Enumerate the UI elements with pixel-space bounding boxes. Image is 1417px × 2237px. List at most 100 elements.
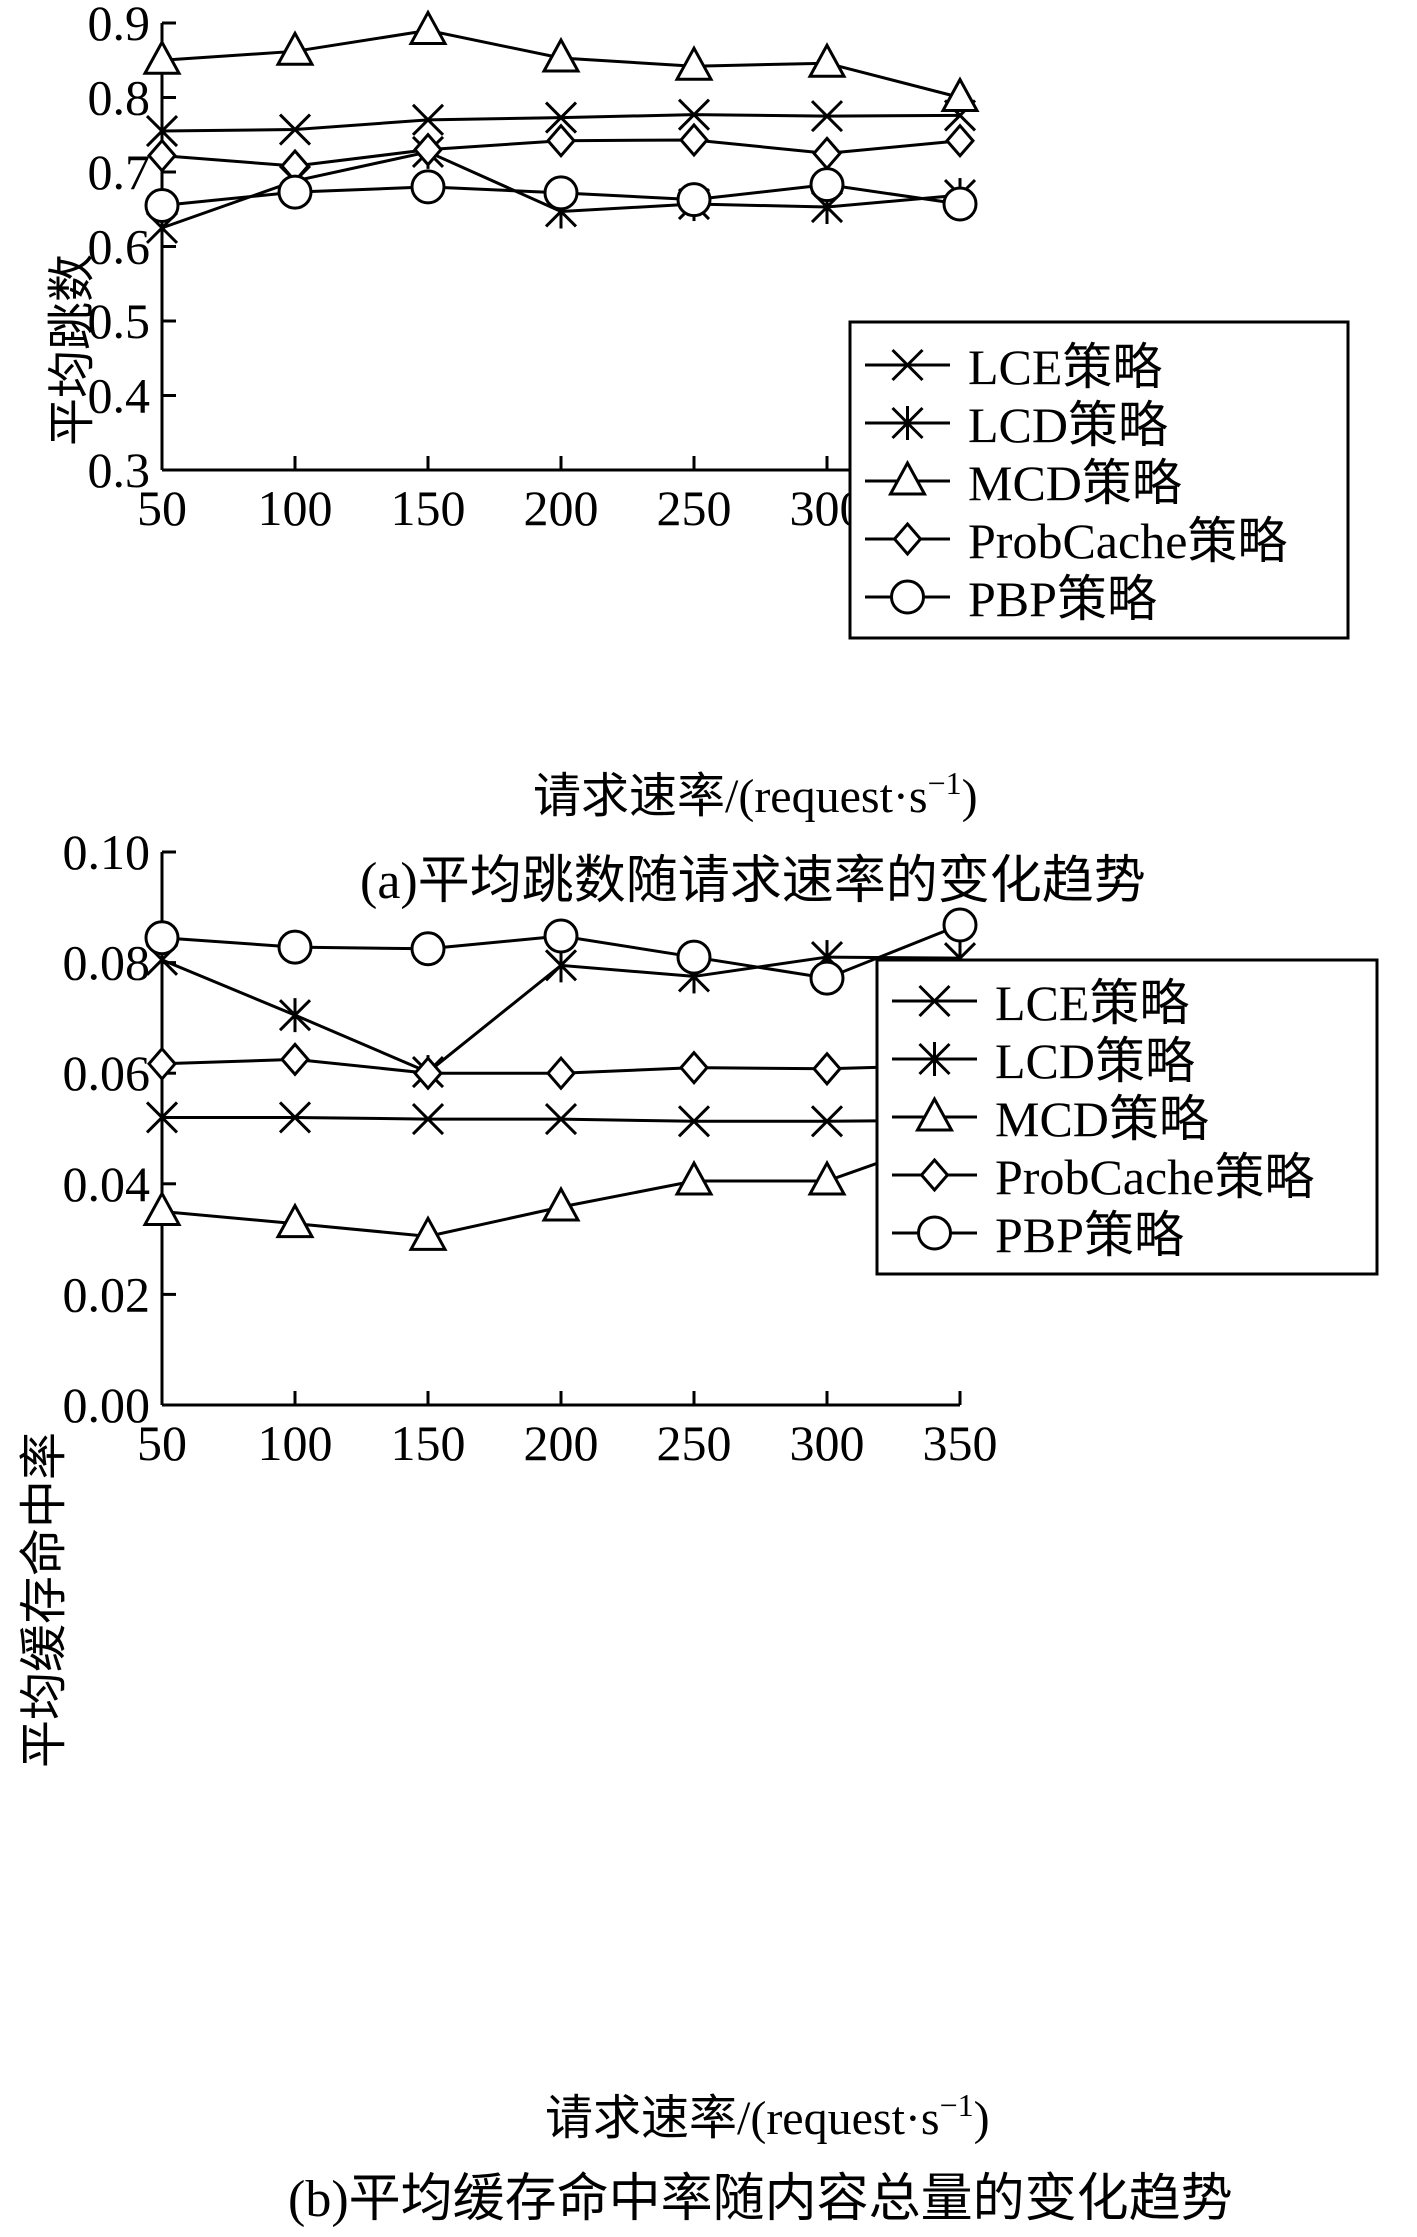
chart-a-y-tick-label: 0.6 xyxy=(88,219,151,275)
chart-a-legend-label-lce: LCE策略 xyxy=(968,339,1162,395)
chart-b-data-point xyxy=(278,1101,312,1134)
chart-b-data-point xyxy=(812,1051,842,1087)
chart-b-x-tick-label: 200 xyxy=(524,1415,599,1471)
chart-a-data-point xyxy=(410,169,446,205)
chart-b-legend-sample xyxy=(892,1157,977,1193)
chart-b-legend-sample xyxy=(892,1095,977,1132)
chart-a-legend-label-lcd: LCD策略 xyxy=(968,397,1168,453)
chart-a-x-tick-label: 200 xyxy=(524,480,599,536)
chart-b-legend-marker xyxy=(917,1215,952,1251)
chart-a-xlabel-end: ) xyxy=(962,770,978,823)
chart-b-legend-label-lce: LCE策略 xyxy=(995,975,1189,1031)
chart-b-xaxis-label: 请求速率/(request·s−1) xyxy=(545,2087,990,2145)
chart-a-legend-sample xyxy=(865,406,950,440)
chart-a-data-point xyxy=(940,76,980,112)
chart-a-data-point xyxy=(679,122,709,158)
chart-b-y-tick-label: 0.00 xyxy=(63,1377,151,1433)
chart-b-series-diamond xyxy=(147,1042,975,1091)
chart-b-data-point xyxy=(544,1103,578,1136)
chart-a-x-tick-label: 100 xyxy=(258,480,333,536)
chart-a-legend-marker xyxy=(892,521,923,557)
chart-b-data-point xyxy=(810,1105,844,1138)
chart-a-y-tick-label: 0.7 xyxy=(88,144,151,200)
chart-a-xaxis-label: 请求速率/(request·s−1) xyxy=(533,765,978,823)
chart-b-data-point xyxy=(144,920,180,956)
svg-text:请求速率/(request·s−1): 请求速率/(request·s−1) xyxy=(533,765,978,823)
chart-a-series-diamond xyxy=(147,122,975,184)
chart-a-y-tick-label: 0.5 xyxy=(88,293,151,349)
chart-b-legend-marker xyxy=(919,1157,950,1193)
chart-b-x-tick-label: 50 xyxy=(137,1415,187,1471)
chart-b-data-point xyxy=(145,1101,179,1134)
chart-b-data-point xyxy=(807,1159,847,1196)
chart-b-x-tick-label: 250 xyxy=(657,1415,732,1471)
chart-b-x-tick-label: 300 xyxy=(790,1415,865,1471)
chart-b-data-point xyxy=(278,998,312,1033)
svg-text:请求速率/(request·s−1): 请求速率/(request·s−1) xyxy=(545,2087,990,2145)
chart-b-series xyxy=(142,907,980,1251)
chart-b-x-tick-label: 150 xyxy=(391,1415,466,1471)
chart-b-legend-label-lcd: LCD策略 xyxy=(995,1033,1195,1089)
chart-a-legend-marker xyxy=(890,579,925,615)
chart-a-data-point xyxy=(275,30,315,66)
chart-a-xlabel-text: 请求速率/(request·s xyxy=(533,770,928,823)
chart-b-legend-marker xyxy=(914,1095,955,1132)
chart-b-data-point xyxy=(411,1103,445,1136)
chart-b: 0.00 0.02 0.04 0.06 0.08 0.10 50 100 150 200 250 30… xyxy=(18,824,1379,2228)
chart-b-data-point xyxy=(677,1105,711,1138)
chart-a-y-tick-label: 0.4 xyxy=(88,368,151,424)
chart-a-data-point xyxy=(677,98,711,131)
chart-b-y-tick-label: 0.06 xyxy=(63,1045,151,1101)
chart-a-data-point xyxy=(543,175,579,211)
chart-a-x-tick-label: 150 xyxy=(391,480,466,536)
chart-a: 0.30.40.50.60.70.80.95010015020025030035… xyxy=(46,0,1350,910)
chart-b-x-tick-label: 350 xyxy=(923,1415,998,1471)
chart-a-legend-sample xyxy=(865,348,950,382)
chart-a-data-point xyxy=(810,100,844,133)
chart-a-legend-marker xyxy=(891,348,924,382)
chart-b-xlabel-end: ) xyxy=(974,2092,990,2145)
chart-a-legend-label-probcache: ProbCache策略 xyxy=(968,513,1287,569)
chart-b-legend-marker xyxy=(918,984,951,1018)
chart-a-legend-sample xyxy=(865,459,950,496)
chart-a-legend-sample xyxy=(865,521,950,557)
chart-a-data-point xyxy=(277,174,313,210)
chart-b-y-tick-label: 0.04 xyxy=(63,1156,151,1212)
chart-a-data-point xyxy=(942,186,978,222)
chart-b-legend: LCE策略 LCD策略 MCD策略 ProbCache策略 PBP策略 xyxy=(875,958,1379,1276)
chart-b-data-point xyxy=(541,1185,581,1222)
chart-b-data-point xyxy=(676,939,712,975)
chart-a-legend-marker xyxy=(891,406,924,440)
chart-b-data-point xyxy=(410,931,446,967)
chart-b-series-triangle xyxy=(142,1112,980,1251)
chart-a-x-tick-label: 50 xyxy=(137,480,187,536)
chart-b-y-tick-label: 0.02 xyxy=(63,1266,151,1322)
chart-b-legend-label-pbp: PBP策略 xyxy=(995,1207,1184,1263)
chart-a-data-point xyxy=(676,182,712,218)
chart-b-legend-marker xyxy=(918,1042,951,1076)
chart-a-series-triangle xyxy=(142,9,980,112)
chart-a-legend-sample xyxy=(865,579,950,615)
chart-b-data-point xyxy=(543,918,579,954)
chart-b-legend-sample xyxy=(892,984,977,1018)
chart-b-data-point xyxy=(142,1190,182,1226)
chart-b-data-point xyxy=(408,1215,448,1251)
chart-b-data-point xyxy=(679,1050,709,1085)
chart-b-legend-label-probcache: ProbCache策略 xyxy=(995,1149,1314,1205)
chart-b-ylabel: 平均缓存命中率 xyxy=(18,1432,71,1768)
chart-b-data-point xyxy=(275,1202,315,1239)
chart-a-data-point xyxy=(945,123,975,159)
chart-b-data-point xyxy=(147,1046,177,1082)
chart-b-data-point xyxy=(544,948,578,983)
chart-a-data-point xyxy=(807,42,847,78)
chart-b-y-tick-label: 0.10 xyxy=(63,824,151,880)
chart-a-data-point xyxy=(544,101,578,134)
chart-a-data-point xyxy=(142,39,182,75)
chart-b-data-point xyxy=(413,1055,443,1091)
chart-b-data-point xyxy=(546,1055,576,1091)
chart-b-data-point xyxy=(277,929,313,965)
chart-a-data-point xyxy=(546,123,576,159)
chart-b-data-point xyxy=(280,1042,310,1077)
chart-a-xlabel-sup: −1 xyxy=(928,765,962,801)
